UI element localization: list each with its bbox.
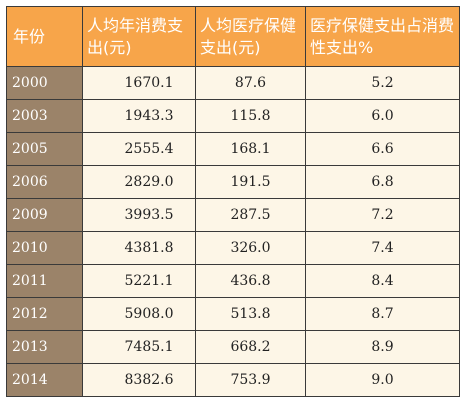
healthcare-cell: 753.9 [195, 363, 306, 397]
consumption-cell: 7485.1 [82, 330, 196, 364]
table-row: 2006 2829.0 191.5 6.8 [6, 165, 460, 199]
consumption-cell: 1670.1 [82, 66, 196, 100]
consumption-cell: 4381.8 [82, 231, 196, 265]
header-ratio: 医疗保健支出占消费性支出% [305, 6, 460, 67]
ratio-cell: 6.6 [305, 132, 460, 166]
table-row: 2012 5908.0 513.8 8.7 [6, 297, 460, 331]
table-row: 2000 1670.1 87.6 5.2 [6, 66, 460, 100]
year-cell: 2005 [6, 132, 83, 166]
table-row: 2009 3993.5 287.5 7.2 [6, 198, 460, 232]
year-cell: 2003 [6, 99, 83, 133]
healthcare-cell: 287.5 [195, 198, 306, 232]
header-year: 年份 [6, 6, 83, 67]
healthcare-cell: 168.1 [195, 132, 306, 166]
table-row: 2013 7485.1 668.2 8.9 [6, 330, 460, 364]
healthcare-cell: 87.6 [195, 66, 306, 100]
consumption-cell: 1943.3 [82, 99, 196, 133]
healthcare-cell: 668.2 [195, 330, 306, 364]
ratio-cell: 5.2 [305, 66, 460, 100]
table-row: 2005 2555.4 168.1 6.6 [6, 132, 460, 166]
year-cell: 2000 [6, 66, 83, 100]
consumption-cell: 2829.0 [82, 165, 196, 199]
year-cell: 2006 [6, 165, 83, 199]
consumption-cell: 2555.4 [82, 132, 196, 166]
healthcare-cell: 326.0 [195, 231, 306, 265]
table-row: 2011 5221.1 436.8 8.4 [6, 264, 460, 298]
data-table: 年份 人均年消费支出(元) 人均医疗保健支出(元) 医疗保健支出占消费性支出% … [6, 6, 460, 397]
ratio-cell: 8.4 [305, 264, 460, 298]
table-row: 2010 4381.8 326.0 7.4 [6, 231, 460, 265]
ratio-cell: 6.0 [305, 99, 460, 133]
table-header-row: 年份 人均年消费支出(元) 人均医疗保健支出(元) 医疗保健支出占消费性支出% [6, 6, 460, 67]
ratio-cell: 8.9 [305, 330, 460, 364]
year-cell: 2014 [6, 363, 83, 397]
ratio-cell: 8.7 [305, 297, 460, 331]
consumption-cell: 8382.6 [82, 363, 196, 397]
year-cell: 2012 [6, 297, 83, 331]
header-consumption: 人均年消费支出(元) [82, 6, 196, 67]
table-row: 2014 8382.6 753.9 9.0 [6, 363, 460, 397]
healthcare-cell: 191.5 [195, 165, 306, 199]
consumption-cell: 5908.0 [82, 297, 196, 331]
ratio-cell: 7.4 [305, 231, 460, 265]
header-healthcare: 人均医疗保健支出(元) [195, 6, 306, 67]
year-cell: 2013 [6, 330, 83, 364]
healthcare-cell: 513.8 [195, 297, 306, 331]
ratio-cell: 7.2 [305, 198, 460, 232]
table-body: 2000 1670.1 87.6 5.2 2003 1943.3 115.8 6.0 2005 2… [6, 66, 460, 397]
table-row: 2003 1943.3 115.8 6.0 [6, 99, 460, 133]
year-cell: 2011 [6, 264, 83, 298]
healthcare-cell: 115.8 [195, 99, 306, 133]
consumption-cell: 3993.5 [82, 198, 196, 232]
healthcare-cell: 436.8 [195, 264, 306, 298]
year-cell: 2010 [6, 231, 83, 265]
ratio-cell: 9.0 [305, 363, 460, 397]
year-cell: 2009 [6, 198, 83, 232]
ratio-cell: 6.8 [305, 165, 460, 199]
consumption-cell: 5221.1 [82, 264, 196, 298]
